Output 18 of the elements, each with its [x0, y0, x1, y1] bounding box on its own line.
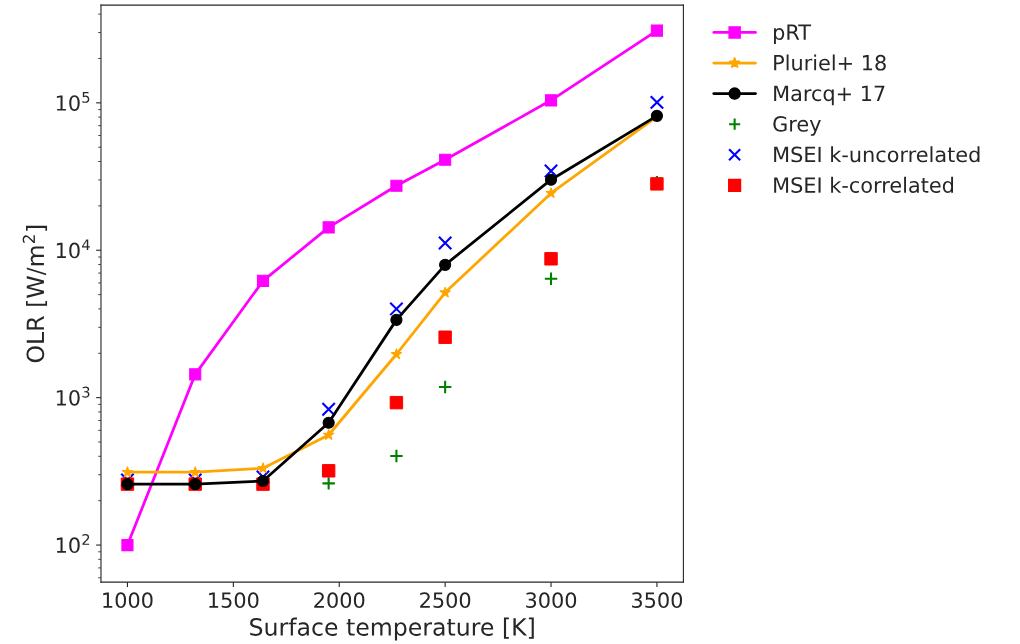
x-axis-title: Surface temperature [K] [250, 617, 534, 641]
legend-label: MSEI k-correlated [774, 176, 954, 193]
y-tick-label: 10$^{3}$ [56, 386, 90, 406]
x-tick-label: 3500 [632, 592, 683, 609]
y-tick-label: 10$^{4}$ [56, 239, 90, 259]
x-tick-label: 3000 [526, 592, 577, 609]
y-axis-title: OLR [W/m$^{2}$] [22, 225, 48, 363]
x-tick-label: 1000 [103, 592, 153, 609]
legend-label: Pluriel+ 18 [774, 54, 886, 71]
x-tick-label: 2000 [314, 592, 365, 609]
x-tick-label: 1500 [209, 592, 259, 609]
legend-label: pRT [774, 24, 812, 45]
x-tick-label: 2500 [420, 592, 471, 609]
y-tick-label: 10$^{2}$ [56, 534, 90, 554]
legend-label: MSEI k-uncorrelated [774, 146, 980, 163]
legend-label: Grey [773, 116, 821, 136]
legend-label: Marcq+ 17 [774, 85, 885, 106]
y-tick-label: 10$^{5}$ [56, 92, 90, 111]
